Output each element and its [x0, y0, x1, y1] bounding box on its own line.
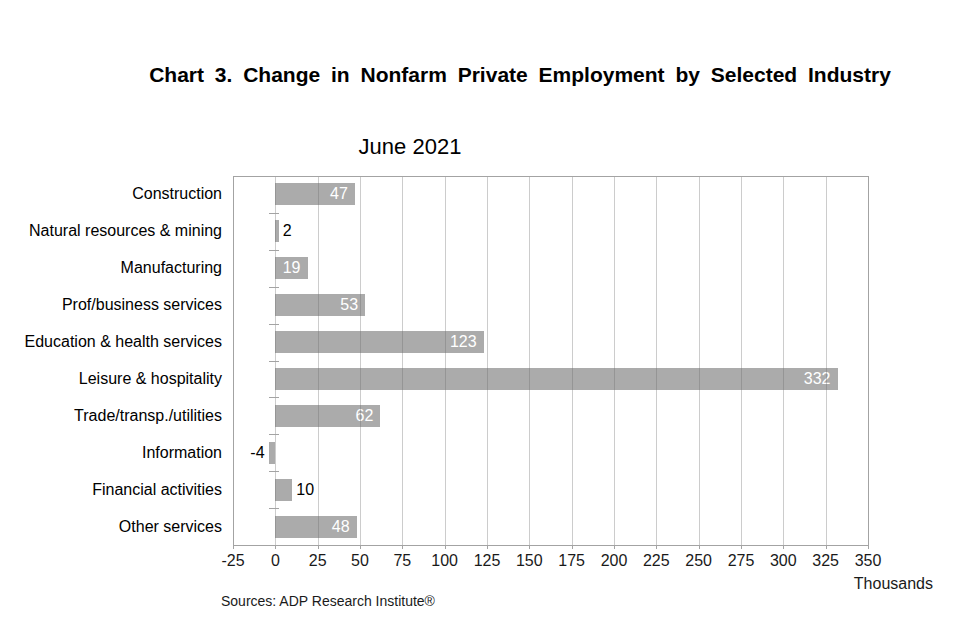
x-axis-tick [402, 545, 403, 549]
category-axis-tick [269, 213, 279, 214]
bar [269, 442, 276, 464]
category-axis-tick [269, 434, 279, 435]
gridline [656, 176, 657, 545]
category-axis-tick [269, 324, 279, 325]
category-axis-tick [269, 471, 279, 472]
category-axis-tick [269, 361, 279, 362]
category-axis-tick [269, 250, 279, 251]
gridline [614, 176, 615, 545]
x-axis-tick [529, 545, 530, 549]
bar-value-label: -4 [225, 443, 265, 463]
bar-value-label: 2 [283, 221, 292, 241]
category-label: Trade/transp./utilities [0, 406, 222, 426]
x-axis-tick [275, 545, 276, 549]
x-axis-tick [783, 545, 784, 549]
gridline [699, 176, 700, 545]
x-axis-tick [826, 545, 827, 549]
gridline [360, 176, 361, 545]
x-axis-tick [318, 545, 319, 549]
gridline [741, 176, 742, 545]
chart-canvas: Chart 3. Change in Nonfarm Private Emplo… [0, 0, 972, 623]
bar-value-label: 62 [275, 406, 373, 426]
x-axis-tick [656, 545, 657, 549]
gridline [445, 176, 446, 545]
category-axis-tick [269, 508, 279, 509]
category-label: Leisure & hospitality [0, 369, 222, 389]
category-label: Information [0, 443, 222, 463]
gridline [783, 176, 784, 545]
gridline [318, 176, 319, 545]
bar-value-label: 123 [275, 332, 476, 352]
gridline [487, 176, 488, 545]
chart-title: Chart 3. Change in Nonfarm Private Emplo… [100, 63, 940, 87]
bar-value-label: 19 [275, 258, 300, 278]
category-label: Prof/business services [0, 295, 222, 315]
category-label: Other services [0, 517, 222, 537]
category-label: Construction [0, 184, 222, 204]
category-axis-tick [269, 287, 279, 288]
bar-value-label: 47 [275, 184, 348, 204]
x-axis-tick [868, 545, 869, 549]
bar-value-label: 332 [275, 369, 830, 389]
x-tick-label: 350 [841, 552, 895, 570]
plot-border [233, 176, 869, 546]
category-label: Education & health services [0, 332, 222, 352]
source-note: Sources: ADP Research Institute® [221, 593, 435, 609]
x-axis-tick [487, 545, 488, 549]
category-label: Financial activities [0, 480, 222, 500]
x-axis-tick [233, 545, 234, 549]
bar [275, 479, 292, 501]
chart-subtitle: June 2021 [310, 134, 510, 160]
gridline [572, 176, 573, 545]
x-axis-tick [360, 545, 361, 549]
category-label: Manufacturing [0, 258, 222, 278]
x-axis-tick [699, 545, 700, 549]
gridline [402, 176, 403, 545]
gridline [826, 176, 827, 545]
category-label: Natural resources & mining [0, 221, 222, 241]
axis-unit-label: Thousands [854, 575, 933, 593]
gridline [529, 176, 530, 545]
x-axis-tick [445, 545, 446, 549]
x-axis-tick [741, 545, 742, 549]
x-axis-tick [572, 545, 573, 549]
bar-value-label: 10 [296, 480, 314, 500]
category-axis-tick [269, 397, 279, 398]
bar-value-label: 48 [275, 517, 349, 537]
x-axis-tick [614, 545, 615, 549]
